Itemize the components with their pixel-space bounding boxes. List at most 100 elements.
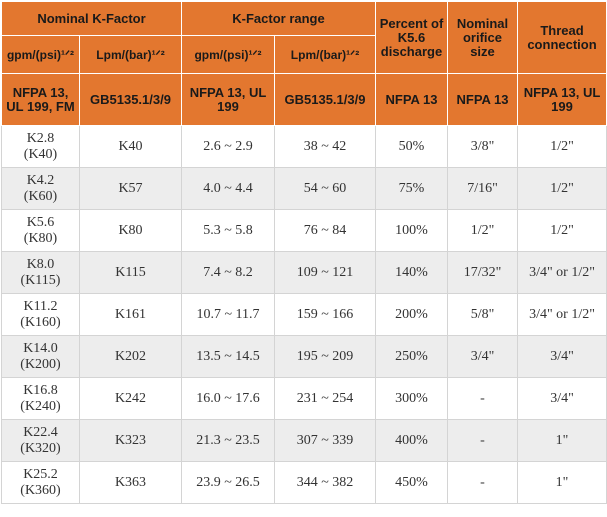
thread-cell: 1"	[517, 419, 607, 462]
k-metric: (K360)	[20, 482, 61, 498]
percent-cell: 300%	[375, 377, 448, 420]
k-metric: (K160)	[20, 314, 61, 330]
percent-cell: 250%	[375, 335, 448, 378]
k-nominal-cell: K2.8 (K40)	[1, 125, 80, 168]
gb-k-cell: K363	[79, 461, 182, 504]
k-metric: (K200)	[20, 356, 61, 372]
percent-cell: 140%	[375, 251, 448, 294]
header-nominal-k-factor: Nominal K-Factor	[1, 1, 182, 36]
header-thread-connection: Thread connection	[517, 1, 607, 74]
lpm-range-cell: 76 ~ 84	[274, 209, 376, 252]
header-unit-lpm-range: Lpm/(bar)¹ᐟ²	[274, 35, 376, 74]
gpm-range-cell: 21.3 ~ 23.5	[181, 419, 275, 462]
gb-k-cell: K242	[79, 377, 182, 420]
orifice-cell: 1/2"	[447, 209, 518, 252]
k-metric: (K40)	[23, 146, 58, 162]
gb-k-cell: K80	[79, 209, 182, 252]
thread-cell: 1/2"	[517, 125, 607, 168]
table-row: K4.2 (K60) K57 4.0 ~ 4.4 54 ~ 60 75% 7/16…	[1, 167, 607, 210]
lpm-range-cell: 38 ~ 42	[274, 125, 376, 168]
thread-cell: 1/2"	[517, 167, 607, 210]
header-percent-k56: Percent of K5.6 discharge	[375, 1, 448, 74]
k-metric: (K60)	[23, 188, 58, 204]
table-row: K2.8 (K40) K40 2.6 ~ 2.9 38 ~ 42 50% 3/8"…	[1, 125, 607, 168]
table-row: K8.0 (K115) K115 7.4 ~ 8.2 109 ~ 121 140%…	[1, 251, 607, 294]
gpm-range-cell: 13.5 ~ 14.5	[181, 335, 275, 378]
header-standard-gb-nominal: GB5135.1/3/9	[79, 73, 182, 126]
k-metric: (K320)	[20, 440, 61, 456]
k-nominal-cell: K8.0 (K115)	[1, 251, 80, 294]
gpm-range-cell: 7.4 ~ 8.2	[181, 251, 275, 294]
gb-k-cell: K202	[79, 335, 182, 378]
orifice-cell: -	[447, 461, 518, 504]
k-nominal: K4.2	[26, 172, 55, 188]
gb-k-cell: K115	[79, 251, 182, 294]
k-nominal: K16.8	[23, 382, 58, 398]
k-nominal: K5.6	[26, 214, 55, 230]
gb-k-cell: K323	[79, 419, 182, 462]
k-nominal-cell: K5.6 (K80)	[1, 209, 80, 252]
k-nominal: K8.0	[26, 256, 55, 272]
header-standard-nfpa-orifice: NFPA 13	[447, 73, 518, 126]
table-row: K22.4 (K320) K323 21.3 ~ 23.5 307 ~ 339 4…	[1, 419, 607, 462]
gb-k-cell: K161	[79, 293, 182, 336]
thread-cell: 3/4"	[517, 335, 607, 378]
percent-cell: 200%	[375, 293, 448, 336]
thread-cell: 3/4"	[517, 377, 607, 420]
k-nominal: K11.2	[23, 298, 58, 314]
k-nominal-cell: K25.2 (K360)	[1, 461, 80, 504]
gpm-range-cell: 23.9 ~ 26.5	[181, 461, 275, 504]
header-standard-nfpa-ul-range: NFPA 13, UL 199	[181, 73, 275, 126]
percent-cell: 75%	[375, 167, 448, 210]
orifice-cell: 5/8"	[447, 293, 518, 336]
k-nominal: K25.2	[23, 466, 58, 482]
header-k-factor-range: K-Factor range	[181, 1, 376, 36]
orifice-cell: 3/8"	[447, 125, 518, 168]
lpm-range-cell: 344 ~ 382	[274, 461, 376, 504]
gpm-range-cell: 16.0 ~ 17.6	[181, 377, 275, 420]
table-row: K11.2 (K160) K161 10.7 ~ 11.7 159 ~ 166 2…	[1, 293, 607, 336]
orifice-cell: 17/32"	[447, 251, 518, 294]
gpm-range-cell: 2.6 ~ 2.9	[181, 125, 275, 168]
k-metric: (K80)	[23, 230, 58, 246]
gb-k-cell: K40	[79, 125, 182, 168]
header-standard-nfpa-ul-thread: NFPA 13, UL 199	[517, 73, 607, 126]
orifice-cell: -	[447, 377, 518, 420]
lpm-range-cell: 307 ~ 339	[274, 419, 376, 462]
k-nominal-cell: K14.0 (K200)	[1, 335, 80, 378]
header-nominal-orifice: Nominal orifice size	[447, 1, 518, 74]
gb-k-cell: K57	[79, 167, 182, 210]
percent-cell: 50%	[375, 125, 448, 168]
k-factor-table: Nominal K-Factor K-Factor range Percent …	[1, 1, 607, 504]
orifice-cell: 7/16"	[447, 167, 518, 210]
k-nominal: K22.4	[23, 424, 58, 440]
thread-cell: 3/4" or 1/2"	[517, 251, 607, 294]
table-row: K5.6 (K80) K80 5.3 ~ 5.8 76 ~ 84 100% 1/2…	[1, 209, 607, 252]
lpm-range-cell: 159 ~ 166	[274, 293, 376, 336]
k-nominal-cell: K22.4 (K320)	[1, 419, 80, 462]
k-nominal-cell: K4.2 (K60)	[1, 167, 80, 210]
thread-cell: 1"	[517, 461, 607, 504]
percent-cell: 400%	[375, 419, 448, 462]
header-unit-lpm-nominal: Lpm/(bar)¹ᐟ²	[79, 35, 182, 74]
k-nominal: K14.0	[23, 340, 58, 356]
table-row: K25.2 (K360) K363 23.9 ~ 26.5 344 ~ 382 4…	[1, 461, 607, 504]
thread-cell: 1/2"	[517, 209, 607, 252]
lpm-range-cell: 54 ~ 60	[274, 167, 376, 210]
k-nominal-cell: K16.8 (K240)	[1, 377, 80, 420]
k-metric: (K240)	[20, 398, 61, 414]
header-standard-nfpa-ul-fm: NFPA 13, UL 199, FM	[1, 73, 80, 126]
header-unit-gpm-range: gpm/(psi)¹ᐟ²	[181, 35, 275, 74]
table-row: K14.0 (K200) K202 13.5 ~ 14.5 195 ~ 209 2…	[1, 335, 607, 378]
orifice-cell: 3/4"	[447, 335, 518, 378]
header-standard-nfpa-percent: NFPA 13	[375, 73, 448, 126]
lpm-range-cell: 231 ~ 254	[274, 377, 376, 420]
header-unit-gpm-nominal: gpm/(psi)¹ᐟ²	[1, 35, 80, 74]
lpm-range-cell: 109 ~ 121	[274, 251, 376, 294]
header-standard-gb-range: GB5135.1/3/9	[274, 73, 376, 126]
k-nominal: K2.8	[26, 130, 55, 146]
table-row: K16.8 (K240) K242 16.0 ~ 17.6 231 ~ 254 3…	[1, 377, 607, 420]
lpm-range-cell: 195 ~ 209	[274, 335, 376, 378]
thread-cell: 3/4" or 1/2"	[517, 293, 607, 336]
gpm-range-cell: 5.3 ~ 5.8	[181, 209, 275, 252]
